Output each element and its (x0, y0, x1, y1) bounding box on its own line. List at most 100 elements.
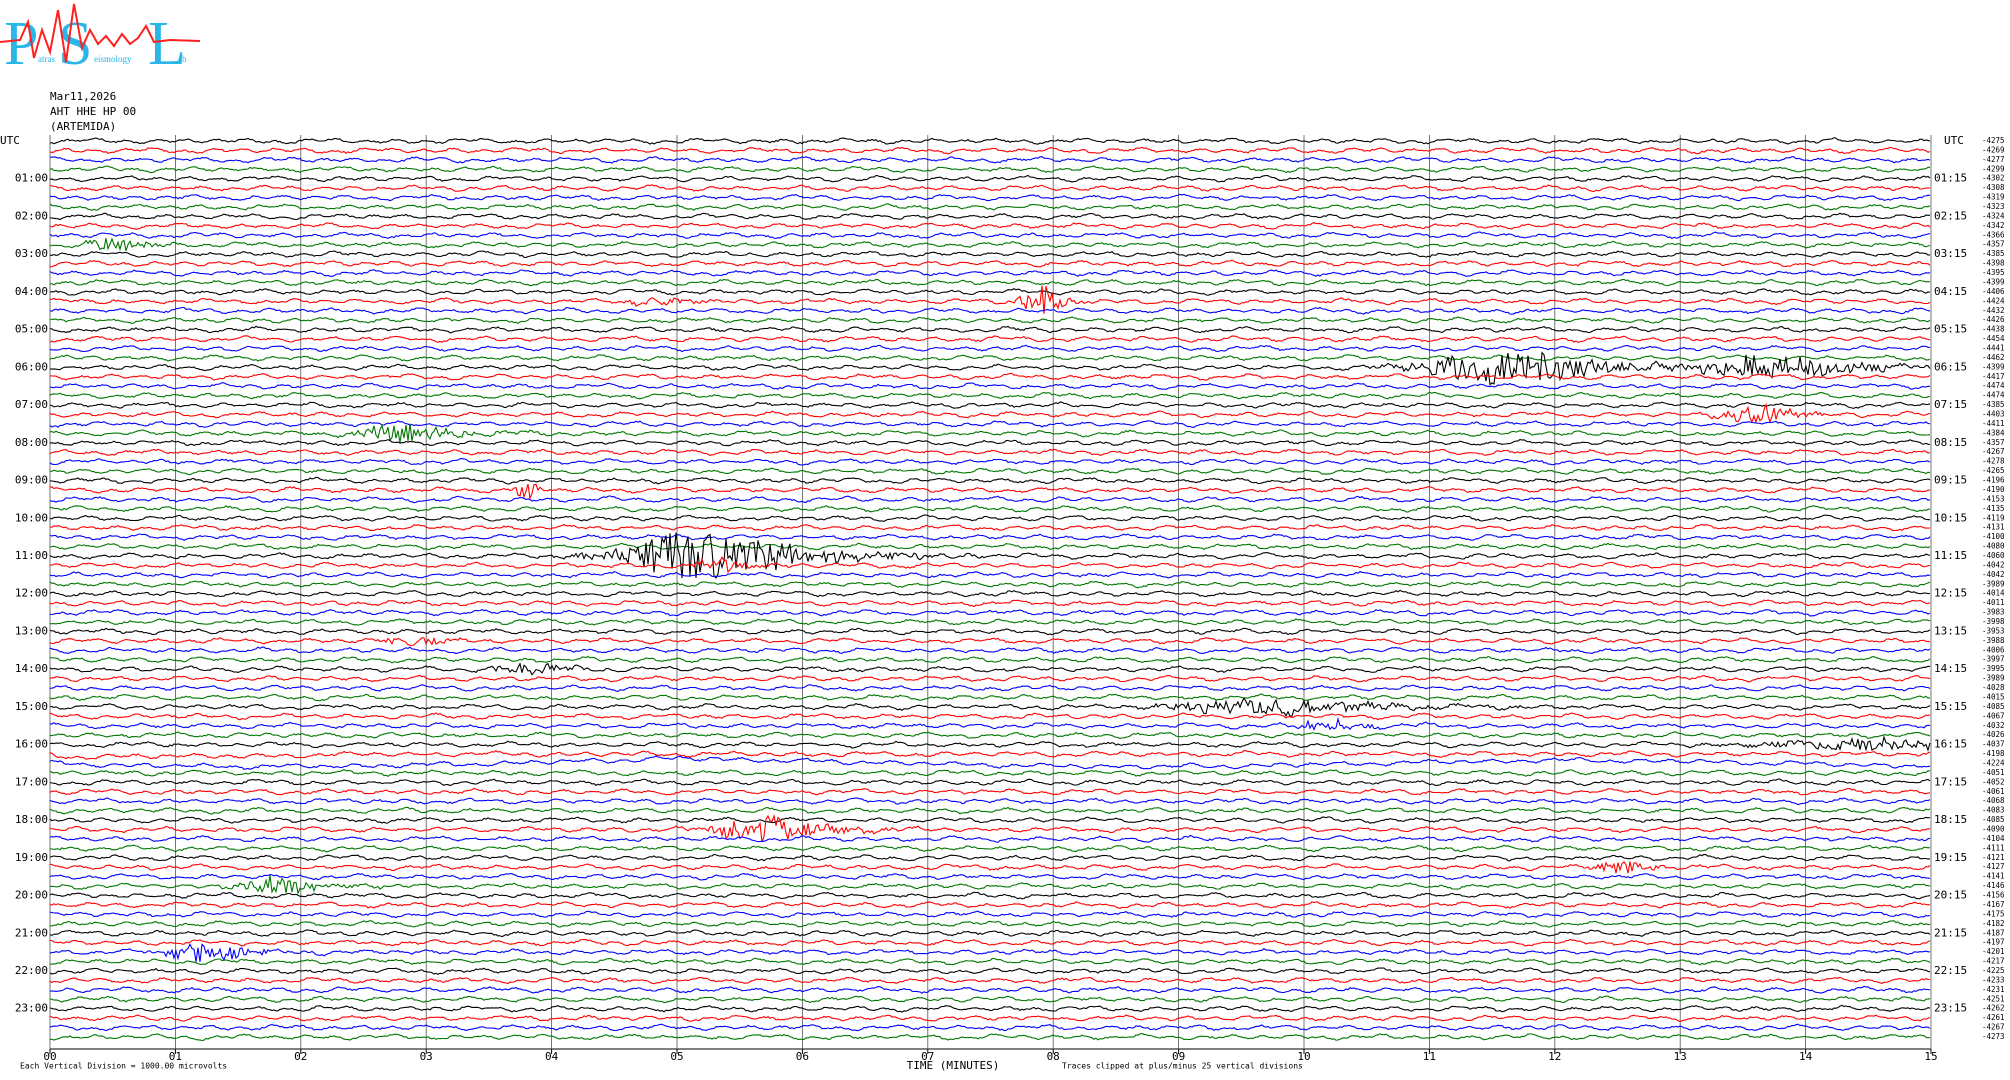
trace-offset: -3988 (1982, 636, 2005, 645)
x-tick-label: 00 (43, 1050, 56, 1063)
x-tick-label: 14 (1799, 1050, 1813, 1063)
left-time-label: 09:00 (15, 474, 48, 487)
trace-offset: -4196 (1982, 476, 2005, 485)
logo-small: ab (178, 54, 187, 64)
left-time-label: 13:00 (15, 624, 48, 637)
trace-offset: -4104 (1982, 834, 2005, 843)
trace (49, 787, 1931, 796)
trace (49, 354, 1931, 362)
trace-offset: -4302 (1982, 174, 2005, 183)
x-tick-label: 06 (796, 1050, 809, 1063)
trace (49, 184, 1931, 193)
trace-offset: -4083 (1982, 806, 2005, 815)
trace (49, 193, 1931, 202)
left-time-label: 16:00 (15, 738, 48, 751)
trace-offset: -4273 (1982, 1032, 2005, 1041)
trace (49, 483, 1931, 501)
left-time-label: 12:00 (15, 587, 48, 600)
trace (49, 402, 1931, 424)
logo-small: eismology (94, 54, 132, 64)
left-time-label: 14:00 (15, 662, 48, 675)
trace-offset: -3997 (1982, 655, 2005, 664)
trace (49, 674, 1931, 683)
left-time-label: 07:00 (15, 398, 48, 411)
right-time-label: 06:15 (1934, 360, 1967, 373)
trace-offset: -4261 (1982, 1013, 2005, 1022)
trace-offset: -4061 (1982, 787, 2005, 796)
trace-offset: -4006 (1982, 645, 2005, 654)
left-time-label: 05:00 (15, 323, 48, 336)
plot: 00 01 02 03 04 05 06 07 08 09 10 11 12 13 14 15 UTC 01:00… (0, 134, 2005, 1063)
trace (49, 734, 1931, 753)
trace (49, 174, 1931, 183)
right-time-label: 08:15 (1934, 436, 1967, 449)
trace (49, 618, 1931, 626)
trace (49, 684, 1931, 692)
trace (49, 420, 1931, 428)
right-time-label: 17:15 (1934, 775, 1967, 788)
trace-offset: -4131 (1982, 523, 2005, 532)
trace-offset: -3995 (1982, 664, 2005, 673)
trace (49, 458, 1931, 466)
trace (49, 372, 1931, 381)
trace (49, 716, 1931, 731)
right-time-label: 10:15 (1934, 511, 1967, 524)
trace (49, 1014, 1931, 1023)
trace (49, 844, 1931, 853)
trace (49, 853, 1931, 862)
x-tick-label: 02 (294, 1050, 307, 1063)
trace-offset: -4080 (1982, 542, 2005, 551)
trace (49, 212, 1931, 221)
trace (49, 137, 1931, 145)
left-time-label: 10:00 (15, 511, 48, 524)
trace-offset: -4233 (1982, 975, 2005, 984)
trace-offset: -4308 (1982, 183, 2005, 192)
trace (49, 646, 1931, 655)
trace-offset: -4399 (1982, 362, 2005, 371)
trace-offset: -4085 (1982, 815, 2005, 824)
trace (49, 237, 1931, 252)
trace (49, 891, 1931, 900)
trace-offset: -4225 (1982, 966, 2005, 975)
trace-offset: -4424 (1982, 296, 2005, 305)
trace-offset: -4085 (1982, 702, 2005, 711)
trace-offset: -4357 (1982, 240, 2005, 249)
right-time-label: 02:15 (1934, 209, 1967, 222)
trace (49, 976, 1931, 985)
x-tick-label: 09 (1172, 1050, 1185, 1063)
trace-offset: -4014 (1982, 589, 2005, 598)
trace (49, 156, 1931, 164)
logo-wave (0, 3, 201, 63)
x-tick-label: 03 (420, 1050, 433, 1063)
trace-offset: -4060 (1982, 551, 2005, 560)
trace (49, 860, 1931, 874)
trace-offset: -4432 (1982, 306, 2005, 315)
trace (49, 269, 1931, 277)
trace-offset: -4319 (1982, 193, 2005, 202)
trace-offset: -4384 (1982, 428, 2005, 437)
trace-offset: -4015 (1982, 692, 2005, 701)
trace (49, 608, 1931, 617)
right-time-label: 04:15 (1934, 285, 1967, 298)
station: AHT HHE HP 00 (50, 105, 136, 118)
trace (49, 806, 1931, 815)
trace-offset: -4026 (1982, 730, 2005, 739)
trace-offset: -4182 (1982, 919, 2005, 928)
right-time-label: 18:15 (1934, 813, 1967, 826)
left-time-label: 06:00 (15, 360, 48, 373)
trace-offset: -4262 (1982, 1004, 2005, 1013)
trace-offset: -4175 (1982, 909, 2005, 918)
trace (49, 929, 1931, 938)
trace (49, 570, 1931, 579)
trace-offset: -4324 (1982, 211, 2005, 220)
trace-offset: -4474 (1982, 391, 2005, 400)
trace-offset: -4474 (1982, 381, 2005, 390)
trace (49, 589, 1931, 598)
trace (49, 778, 1931, 787)
trace-offset: -4051 (1982, 768, 2005, 777)
x-tick-label: 01 (169, 1050, 182, 1063)
trace (49, 599, 1931, 608)
trace-offset: -4111 (1982, 843, 2005, 852)
trace (49, 957, 1931, 966)
trace (49, 967, 1931, 976)
